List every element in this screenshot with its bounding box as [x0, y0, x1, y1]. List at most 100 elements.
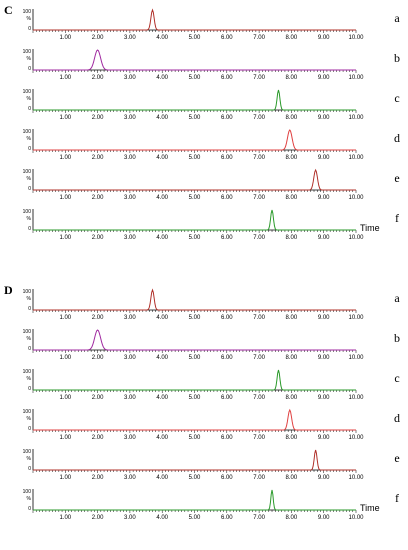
x-tick-label: 5.00: [189, 235, 201, 241]
x-tick-label: 10.00: [348, 315, 364, 321]
x-tick-label: 8.00: [286, 235, 298, 241]
trace-row-f: 100% 0 1.00 2.00 3.00 4.00 5.00 6.00 7.00 8.00 9.0…: [23, 489, 399, 521]
y-tick-label: 100: [23, 489, 32, 495]
y-tick-label: 100: [23, 169, 32, 175]
x-tick-label: 5.00: [189, 315, 201, 321]
x-tick-label: 3.00: [124, 115, 136, 121]
y-tick-label: 100: [23, 329, 32, 335]
trace-row-d: 100% 0 1.00 2.00 3.00 4.00 5.00 6.00 7.00 8.00 9.0…: [23, 408, 400, 441]
x-tick-label: 4.00: [156, 355, 168, 361]
x-tick-label: 4.00: [156, 35, 168, 41]
x-tick-label: 8.00: [286, 35, 298, 41]
x-tick-label: 9.00: [318, 115, 330, 121]
x-tick-label: 8.00: [286, 155, 298, 161]
x-tick-label: 1.00: [59, 155, 71, 161]
y-tick-label: %: [27, 136, 32, 142]
x-tick-label: 5.00: [189, 195, 201, 201]
x-tick-label: 4.00: [156, 475, 168, 481]
trace-row-e: 100% 0 1.00 2.00 3.00 4.00 5.00 6.00 7.00 8.00 9.0…: [23, 449, 400, 481]
x-tick-label: 9.00: [318, 515, 330, 521]
x-tick-label: 2.00: [92, 235, 104, 241]
x-tick-label: 4.00: [156, 315, 168, 321]
x-tick-label: 3.00: [124, 155, 136, 161]
trace-label: e: [394, 171, 399, 185]
x-tick-label: 1.00: [59, 355, 71, 361]
x-tick-label: 4.00: [156, 435, 168, 441]
x-tick-label: 3.00: [124, 435, 136, 441]
trace-label: c: [394, 371, 399, 385]
y-tick-label: 0: [28, 426, 31, 432]
x-tick-label: 8.00: [286, 115, 298, 121]
x-tick-label: 7.00: [253, 155, 265, 161]
x-tick-label: 2.00: [92, 355, 104, 361]
x-tick-label: 10.00: [348, 235, 364, 241]
x-tick-label: 10.00: [348, 475, 364, 481]
trace-label: a: [394, 11, 400, 25]
x-tick-label: 6.00: [221, 235, 233, 241]
x-tick-label: 4.00: [156, 515, 168, 521]
trace-row-c: 100% 0 1.00 2.00 3.00 4.00 5.00 6.00 7.00 8.00 9.0…: [23, 89, 400, 121]
x-tick-label: 7.00: [253, 435, 265, 441]
x-tick-label: 9.00: [318, 75, 330, 81]
x-tick-label: 7.00: [253, 235, 265, 241]
y-tick-label: 100: [23, 409, 32, 415]
x-tick-label: 1.00: [59, 75, 71, 81]
x-tick-label: 2.00: [92, 195, 104, 201]
peak-trace-f: [33, 209, 356, 231]
trace-row-a: 100% 0 1.00 2.00 3.00 4.00 5.00 6.00 7.00 8.00 9.0…: [23, 288, 400, 321]
x-tick-label: 7.00: [253, 515, 265, 521]
trace-label: f: [395, 211, 399, 225]
x-tick-label: 6.00: [221, 155, 233, 161]
y-tick-label: 100: [23, 449, 32, 455]
x-tick-label: 6.00: [221, 35, 233, 41]
x-tick-label: 9.00: [318, 355, 330, 361]
x-tick-label: 8.00: [286, 315, 298, 321]
x-tick-label: 8.00: [286, 435, 298, 441]
y-tick-label: %: [27, 336, 32, 342]
x-tick-label: 8.00: [286, 475, 298, 481]
x-tick-label: 7.00: [253, 315, 265, 321]
x-tick-label: 2.00: [92, 75, 104, 81]
x-tick-label: 3.00: [124, 475, 136, 481]
x-tick-label: 8.00: [286, 195, 298, 201]
x-tick-label: 7.00: [253, 195, 265, 201]
chart-panel-c: C 100% 0 1.00 2.00 3.00 4.00 5.00 6.00 7.00 8.00 9.…: [4, 3, 400, 241]
x-tick-label: 4.00: [156, 195, 168, 201]
x-tick-label: 7.00: [253, 115, 265, 121]
x-tick-label: 6.00: [221, 515, 233, 521]
y-tick-label: %: [27, 56, 32, 62]
y-tick-label: 0: [28, 226, 31, 232]
x-tick-label: 9.00: [318, 195, 330, 201]
peak-trace-c: [33, 369, 356, 391]
trace-label: d: [394, 131, 400, 145]
x-tick-label: 2.00: [92, 475, 104, 481]
y-tick-label: 100: [23, 129, 32, 135]
x-tick-label: 1.00: [59, 315, 71, 321]
x-tick-label: 3.00: [124, 355, 136, 361]
y-tick-label: %: [27, 16, 32, 22]
y-tick-label: %: [27, 416, 32, 422]
x-tick-label: 7.00: [253, 75, 265, 81]
x-tick-label: 6.00: [221, 475, 233, 481]
x-tick-label: 3.00: [124, 195, 136, 201]
chart-panel-d: D 100% 0 1.00 2.00 3.00 4.00 5.00 6.00 7.00 8.00 9.…: [4, 283, 400, 521]
y-tick-label: 0: [28, 146, 31, 152]
y-tick-label: 100: [23, 89, 32, 95]
x-tick-label: 8.00: [286, 75, 298, 81]
x-tick-label: 6.00: [221, 75, 233, 81]
y-tick-label: 0: [28, 386, 31, 392]
x-tick-label: 7.00: [253, 35, 265, 41]
trace-label: d: [394, 411, 400, 425]
y-tick-label: 100: [23, 209, 32, 215]
y-tick-label: 0: [28, 186, 31, 192]
x-tick-label: 6.00: [221, 195, 233, 201]
x-tick-label: 10.00: [348, 75, 364, 81]
x-tick-label: 6.00: [221, 435, 233, 441]
peak-trace-a: [33, 288, 356, 311]
x-tick-label: 9.00: [318, 235, 330, 241]
x-tick-label: 7.00: [253, 475, 265, 481]
peak-trace-a: [33, 8, 356, 31]
peak-trace-d: [33, 129, 356, 151]
peak-trace-c: [33, 89, 356, 111]
